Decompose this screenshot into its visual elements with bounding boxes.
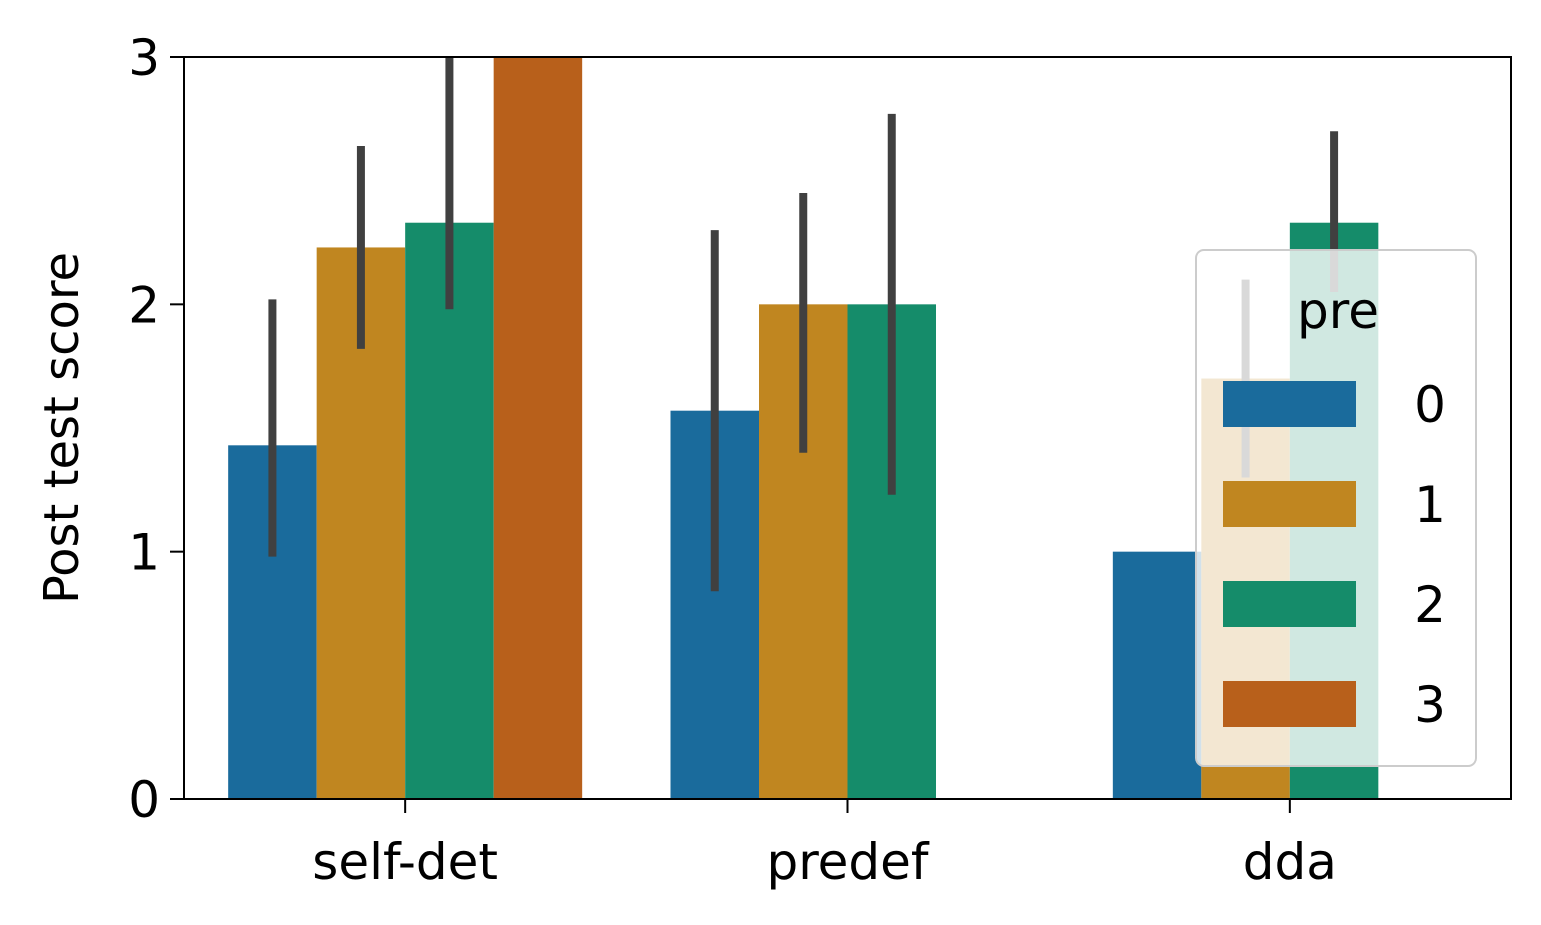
x-tick-label-self-det: self-det [312, 833, 498, 891]
bar-pre-3-self-det [493, 57, 583, 799]
legend-swatch-2 [1223, 581, 1356, 627]
bar-pre-2-self-det [405, 222, 494, 800]
legend-label-2: 2 [1414, 576, 1446, 634]
y-tick-label: 1 [128, 524, 160, 582]
x-tick-label-predef: predef [766, 833, 929, 891]
y-tick-label: 0 [128, 771, 160, 829]
y-axis-label: Post test score [34, 252, 90, 604]
y-axis: 0 1 2 3 [128, 29, 184, 829]
legend-title: pre [1297, 282, 1379, 340]
legend-swatch-3 [1223, 681, 1356, 727]
legend-label-1: 1 [1414, 476, 1446, 534]
legend: pre 0 1 2 3 [1195, 249, 1477, 767]
y-tick-label: 3 [128, 29, 160, 87]
y-tick-label: 2 [128, 276, 160, 334]
legend-swatch-0 [1223, 381, 1356, 427]
x-tick-label-dda: dda [1243, 833, 1337, 891]
legend-label-3: 3 [1414, 676, 1446, 734]
bar-pre-0-dda [1112, 551, 1202, 799]
legend-label-0: 0 [1414, 376, 1446, 434]
legend-swatch-1 [1223, 481, 1356, 527]
x-axis: self-det predef dda [312, 799, 1337, 891]
